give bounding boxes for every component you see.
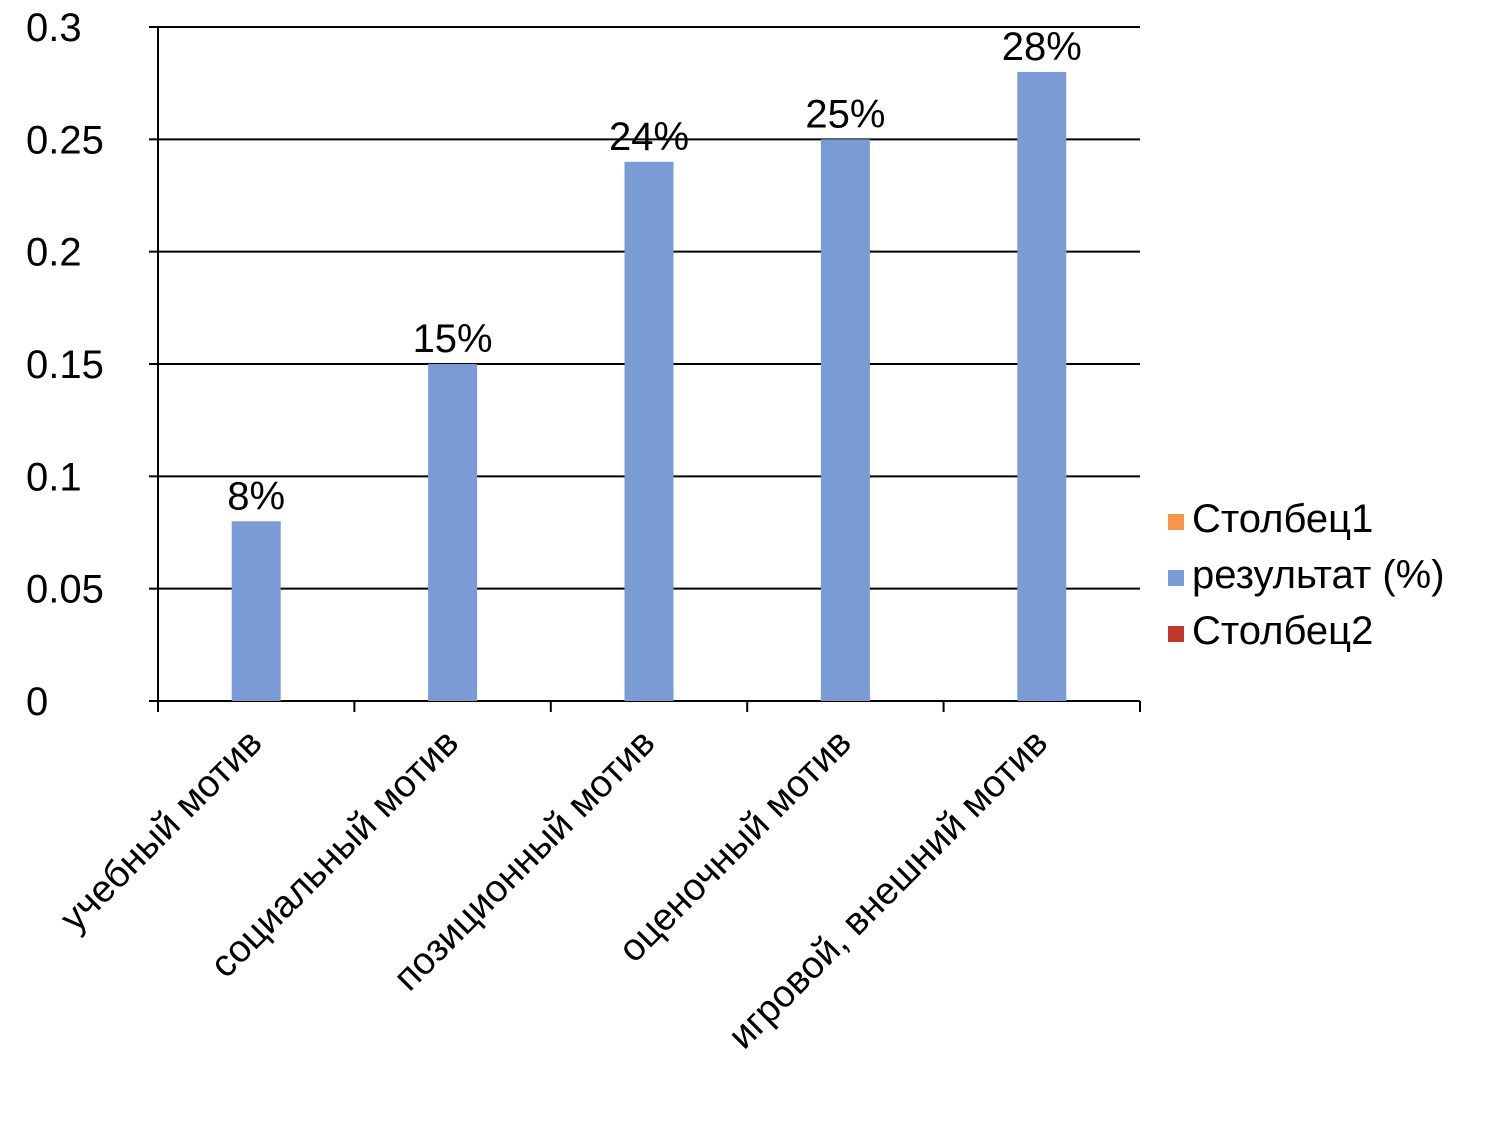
x-tick-label: игровой, внешний мотив: [721, 722, 1057, 1058]
bars: [231, 71, 1067, 702]
y-tick-label: 0.2: [26, 231, 82, 275]
y-tick-label: 0.15: [26, 343, 104, 387]
y-tick-label: 0.3: [26, 6, 82, 50]
y-tick-label: 0: [26, 680, 48, 724]
bar-3: [624, 161, 674, 702]
data-label: 8%: [227, 474, 285, 518]
legend-label: результат (%): [1192, 553, 1445, 597]
bar-5: [1017, 71, 1067, 701]
y-tick-label: 0.1: [26, 455, 82, 499]
bar-1: [231, 521, 281, 701]
data-label: 24%: [609, 115, 689, 159]
y-axis-ticks: 0 0.05 0.1 0.15 0.2 0.25 0.3: [26, 6, 104, 724]
data-label: 28%: [1002, 25, 1082, 69]
legend-label: Столбец2: [1192, 609, 1373, 653]
x-tick-label: учебный мотив: [52, 722, 270, 940]
legend-swatch: [1168, 626, 1184, 642]
y-tick-label: 0.05: [26, 568, 104, 612]
legend: Столбец1 результат (%) Столбец2: [1168, 497, 1445, 653]
bar-2: [428, 364, 478, 701]
legend-label: Столбец1: [1192, 497, 1373, 541]
data-labels: 8% 15% 24% 25% 28%: [227, 25, 1082, 518]
y-tick-label: 0.25: [26, 118, 104, 162]
legend-swatch: [1168, 570, 1184, 586]
legend-swatch: [1168, 514, 1184, 530]
data-label: 15%: [413, 317, 493, 361]
data-label: 25%: [805, 92, 885, 136]
bar-4: [820, 139, 870, 702]
